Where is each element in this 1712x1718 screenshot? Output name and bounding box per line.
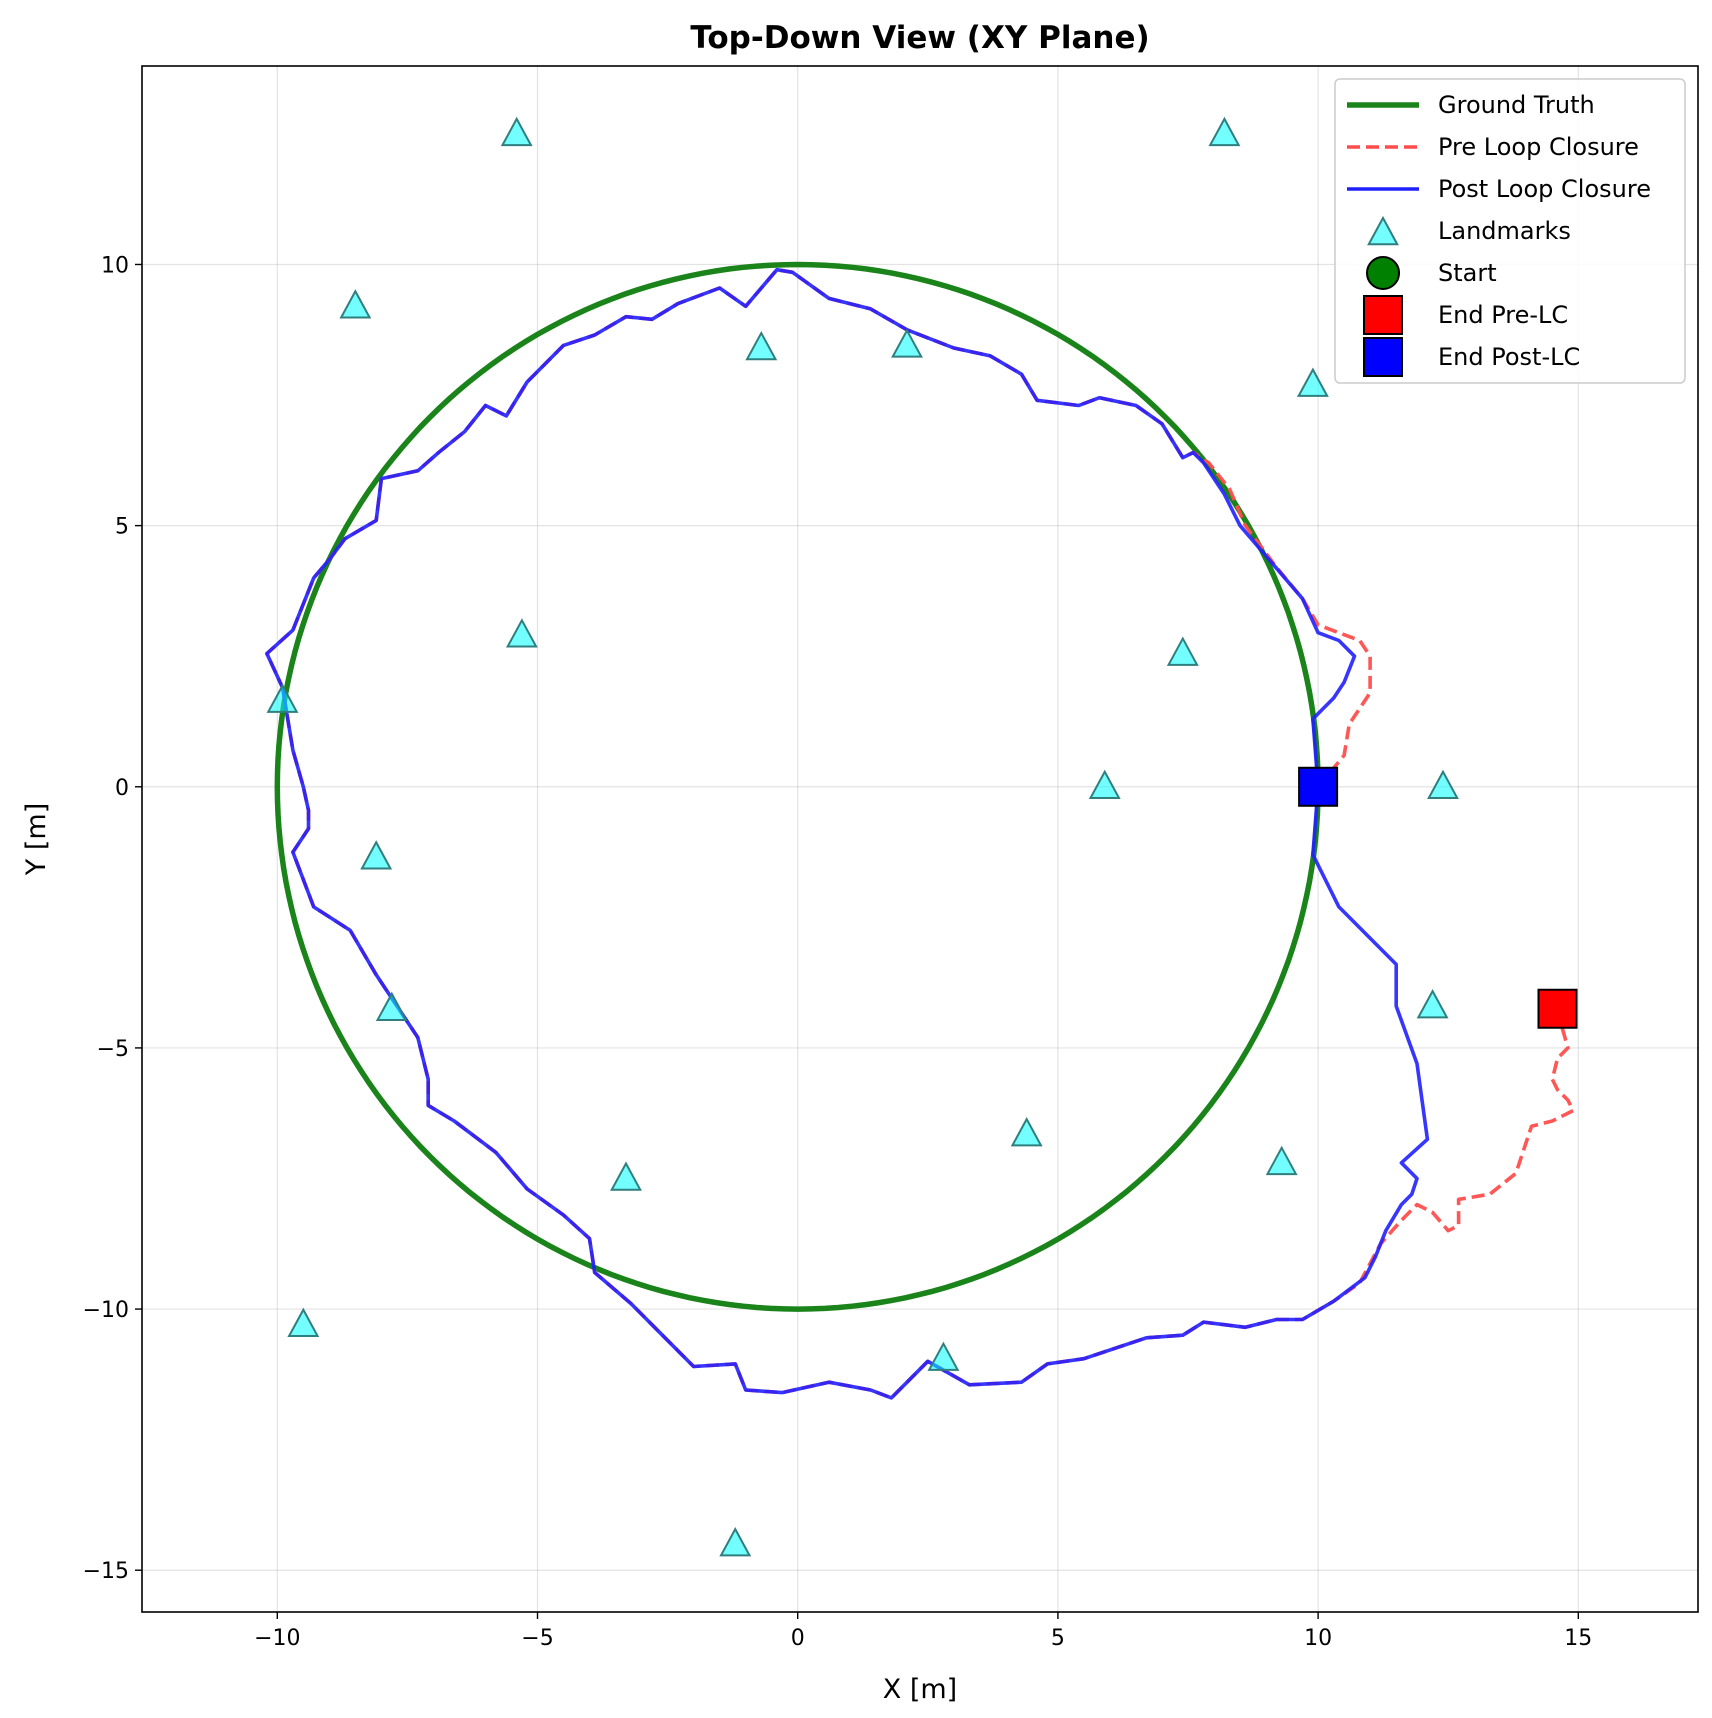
end-pre-lc-marker: [1537, 988, 1578, 1029]
landmark-marker: [287, 1307, 320, 1337]
legend-label-landmarks: Landmarks: [1438, 217, 1571, 245]
y-tick-label: −15: [83, 1559, 129, 1584]
landmark-marker: [927, 1341, 960, 1371]
landmark-marker: [1296, 367, 1329, 397]
landmark-marker: [891, 328, 923, 358]
landmark-marker: [1427, 769, 1459, 800]
legend-swatch-end-post-lc: [1363, 337, 1403, 377]
landmark-marker: [375, 991, 408, 1021]
ground-truth-line: [274, 261, 1321, 1312]
y-tick-label: −5: [97, 1037, 129, 1062]
x-tick-label: 5: [1051, 1626, 1065, 1651]
x-axis-label: X [m]: [883, 1674, 957, 1705]
landmark-marker: [1088, 769, 1121, 800]
chart-title: Top-Down View (XY Plane): [690, 20, 1149, 56]
y-axis-label: Y [m]: [21, 803, 52, 876]
landmark-marker: [1416, 989, 1449, 1019]
landmark-marker: [1265, 1145, 1298, 1176]
legend-swatch-start: [1366, 256, 1400, 290]
y-tick-label: 5: [115, 515, 129, 540]
landmark-marker: [745, 330, 778, 361]
landmark-marker: [719, 1527, 752, 1557]
legend-box: [1334, 78, 1686, 384]
legend-swatch-end-pre-lc: [1363, 295, 1403, 335]
landmark-marker: [1208, 116, 1241, 147]
plot-frame: [141, 65, 1699, 1613]
legend-swatch-landmarks: [1367, 215, 1399, 246]
x-tick-label: 0: [791, 1626, 805, 1651]
legend-label-end-pre-lc: End Pre-LC: [1438, 301, 1568, 329]
landmark-marker: [1166, 636, 1199, 666]
landmark-marker: [339, 289, 372, 319]
y-tick-label: 0: [115, 776, 129, 801]
legend-label-post-loop-closure: Post Loop Closure: [1438, 175, 1651, 203]
legend-label-pre-loop-closure: Pre Loop Closure: [1438, 133, 1639, 161]
landmark-marker: [500, 116, 533, 147]
landmark-marker: [1010, 1117, 1043, 1147]
post-loop-closure-line: [265, 267, 1430, 1400]
x-tick-label: 10: [1304, 1626, 1332, 1651]
legend-label-start: Start: [1438, 259, 1497, 287]
landmark-marker: [505, 618, 538, 648]
y-tick-label: −10: [83, 1298, 129, 1323]
legend-label-ground-truth: Ground Truth: [1438, 91, 1595, 119]
x-tick-label: 15: [1564, 1626, 1592, 1651]
axis-ticks: −10 −5 0 5 10 15 −15 −10 −5 0 5 10: [83, 253, 1593, 1651]
end-post-lc-marker: [1298, 766, 1339, 807]
x-tick-label: −5: [521, 1626, 553, 1651]
plot-area: [265, 116, 1578, 1557]
legend-label-end-post-lc: End Post-LC: [1438, 343, 1580, 371]
x-tick-label: −10: [254, 1626, 300, 1651]
landmark-marker: [360, 840, 393, 870]
landmark-marker: [610, 1161, 642, 1191]
y-tick-label: 10: [101, 253, 129, 278]
legend: Ground Truth Pre Loop Closure Post Loop Cl…: [1334, 78, 1686, 384]
landmark-marker: [266, 683, 299, 713]
